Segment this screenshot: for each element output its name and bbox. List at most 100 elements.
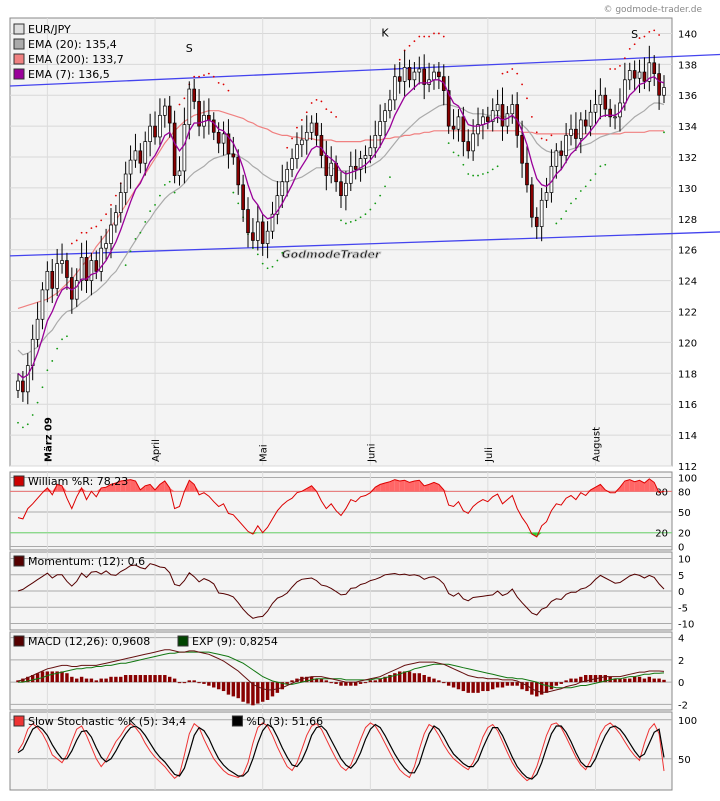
candle-body <box>197 101 201 127</box>
candle-body <box>647 62 652 82</box>
macd-histogram-bar <box>114 676 118 683</box>
candle-body <box>490 110 495 122</box>
candle-body <box>25 365 30 393</box>
sar-dot <box>628 47 631 50</box>
stochastic-k-line <box>17 722 665 782</box>
sar-dot <box>369 208 372 211</box>
macd-histogram-bar <box>393 673 397 683</box>
legend-label: %D (3): 51,66 <box>246 715 323 728</box>
sar-dot <box>516 72 519 75</box>
candle-body <box>45 271 50 291</box>
macd-histogram-bar <box>99 678 103 683</box>
macd-histogram-bar <box>231 682 236 697</box>
candle-body <box>598 94 603 105</box>
candle-body <box>128 159 133 175</box>
y-tick-label: 138 <box>678 60 697 71</box>
sar-dot <box>594 173 597 175</box>
macd-histogram-bar <box>143 675 147 683</box>
macd-histogram-bar <box>388 675 392 683</box>
candle-body <box>114 212 118 226</box>
candle-body <box>109 224 113 244</box>
sar-dot <box>178 103 181 106</box>
sar-dot <box>437 32 440 35</box>
macd-histogram-bar <box>50 671 54 683</box>
macd-histogram-bar <box>226 682 231 695</box>
candle-body <box>255 221 260 241</box>
x-tick-label: Juni <box>366 444 377 463</box>
candle-body <box>559 150 564 156</box>
macd-panel <box>9 631 673 711</box>
macd-histogram-bar <box>471 682 475 693</box>
macd-histogram-bar <box>128 675 133 683</box>
macd-histogram-bar <box>407 671 412 683</box>
williams-overbought-fill <box>115 480 121 492</box>
macd-histogram-bar <box>628 678 632 683</box>
macd-histogram-bar <box>554 682 559 686</box>
williams-overbought-fill <box>639 480 645 492</box>
level-label: 20 <box>655 529 668 540</box>
legend-swatch <box>177 635 189 647</box>
candle-body <box>466 141 471 152</box>
sar-dot <box>462 163 465 166</box>
williams-overbought-fill <box>424 484 430 492</box>
macd-histogram-bar <box>182 682 187 684</box>
sar-dot <box>604 163 607 166</box>
macd-histogram-bar <box>197 682 201 684</box>
macd-histogram-bar <box>60 671 64 683</box>
macd-histogram-bar <box>329 682 333 684</box>
sar-dot <box>330 111 333 114</box>
y-tick-label: 120 <box>678 338 697 349</box>
macd-histogram-bar <box>476 682 480 693</box>
sar-dot <box>193 75 196 78</box>
candle-body <box>221 133 226 144</box>
candle-body <box>627 70 632 81</box>
macd-histogram-bar <box>456 682 461 690</box>
sar-dot <box>389 176 391 179</box>
sar-dot <box>550 134 553 137</box>
candle-body <box>608 108 612 118</box>
sar-dot <box>658 34 661 36</box>
candle-body <box>451 125 456 130</box>
candle-body <box>226 133 231 155</box>
macd-histogram-bar <box>79 676 84 683</box>
macd-histogram-bar <box>65 673 69 683</box>
macd-histogram-bar <box>642 678 647 683</box>
sar-dot <box>374 202 377 205</box>
y-tick-label: 2 <box>678 656 684 667</box>
williams-overbought-fill <box>110 483 116 492</box>
y-tick-label: 130 <box>678 184 697 195</box>
candle-body <box>637 71 642 79</box>
candle-body <box>510 104 515 115</box>
candle-body <box>314 122 319 136</box>
macd-histogram-bar <box>334 682 338 684</box>
macd-histogram-bar <box>290 680 294 683</box>
sar-dot <box>506 71 509 73</box>
y-tick-label: -5 <box>678 603 688 614</box>
candle-body <box>471 133 475 152</box>
macd-histogram-bar <box>153 675 157 683</box>
candle-body <box>251 232 255 241</box>
panels-group: 112 114 116 118 120 122 124 126 128 130 132 134 136 1… <box>9 17 720 791</box>
macd-histogram-bar <box>417 673 422 683</box>
candle-body <box>476 124 480 135</box>
candle-body <box>65 260 69 278</box>
y-tick-label: -10 <box>678 620 694 631</box>
sar-dot <box>663 131 665 134</box>
candle-body <box>432 71 436 81</box>
macd-histogram-bar <box>216 682 221 690</box>
macd-histogram-bar <box>119 676 123 683</box>
macd-histogram-bar <box>285 682 289 684</box>
candle-body <box>412 71 417 81</box>
candle-body <box>304 131 309 141</box>
candle-body <box>388 99 392 112</box>
y-tick-label: 132 <box>678 153 697 164</box>
logo-text: GodmodeTrader <box>282 248 381 261</box>
candle-body <box>177 170 182 176</box>
legend-swatch <box>13 475 25 487</box>
williams-overbought-fill <box>120 480 126 492</box>
y-tick-label: 122 <box>678 308 697 319</box>
candle-body <box>35 318 40 340</box>
sar-dot <box>203 74 205 77</box>
candle-body <box>446 90 451 127</box>
macd-histogram-bar <box>623 678 627 683</box>
